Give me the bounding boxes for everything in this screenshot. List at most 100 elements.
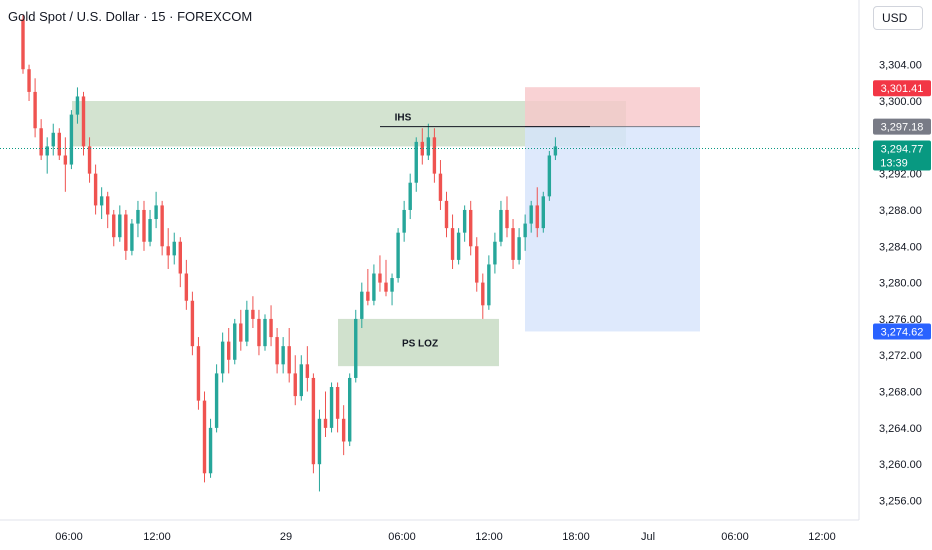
candle-body bbox=[469, 209, 473, 247]
candle-body bbox=[281, 346, 285, 365]
candle-body bbox=[541, 196, 545, 229]
candle-body bbox=[136, 209, 140, 224]
candle-body bbox=[305, 364, 310, 378]
candle-body bbox=[81, 96, 86, 147]
candle-body bbox=[227, 341, 231, 360]
candle-body bbox=[426, 137, 431, 156]
candle-body bbox=[75, 96, 80, 115]
candle-body bbox=[462, 209, 467, 233]
candle-body bbox=[87, 146, 92, 174]
candle-body bbox=[384, 282, 388, 292]
currency-button[interactable]: USD bbox=[873, 6, 923, 30]
candle-body bbox=[63, 155, 68, 165]
take-profit-badge: 3,274.62 bbox=[881, 326, 924, 338]
candle-body bbox=[499, 209, 503, 242]
x-tick-label: 18:00 bbox=[562, 531, 590, 543]
candle-body bbox=[372, 273, 376, 301]
candle-body bbox=[378, 273, 382, 283]
candle-body bbox=[172, 241, 176, 256]
x-tick-label: Jul bbox=[641, 531, 655, 543]
y-tick-label: 3,300.00 bbox=[879, 96, 922, 108]
candle-body bbox=[450, 228, 455, 260]
candle-body bbox=[196, 346, 201, 401]
y-tick-label: 3,304.00 bbox=[879, 60, 922, 72]
x-tick-label: 06:00 bbox=[388, 531, 416, 543]
candle-body bbox=[51, 132, 55, 147]
ps-loz-zone bbox=[338, 318, 499, 367]
candle-body bbox=[190, 300, 195, 347]
candle-body bbox=[505, 209, 509, 229]
candle-body bbox=[33, 91, 37, 129]
candle-body bbox=[263, 318, 267, 347]
candle-body bbox=[487, 264, 491, 306]
candle-body bbox=[348, 377, 352, 442]
stop-loss-badge: 3,301.41 bbox=[881, 83, 924, 95]
x-tick-label: 12:00 bbox=[143, 531, 171, 543]
candle-body bbox=[335, 387, 340, 419]
countdown-badge: 13:39 bbox=[880, 157, 908, 169]
candle-body bbox=[239, 323, 243, 342]
entry-badge: 3,297.18 bbox=[881, 122, 924, 134]
last-price-badge-bg bbox=[873, 140, 931, 171]
candle-body bbox=[106, 196, 110, 215]
y-tick-label: 3,264.00 bbox=[879, 423, 922, 435]
candle-body bbox=[39, 128, 43, 156]
candle-body bbox=[553, 146, 558, 156]
candle-body bbox=[27, 69, 31, 92]
candle-body bbox=[414, 141, 418, 183]
candle-body bbox=[354, 318, 358, 378]
candle-body bbox=[402, 209, 406, 233]
candle-body bbox=[456, 232, 461, 260]
candle-body bbox=[275, 337, 279, 365]
candle-body bbox=[69, 114, 74, 165]
y-tick-label: 3,284.00 bbox=[879, 241, 922, 253]
candle-body bbox=[481, 282, 485, 306]
candle-body bbox=[323, 418, 328, 428]
candle-body bbox=[341, 418, 346, 442]
x-axis-ticks: 06:00 12:00 29 06:00 12:00 18:00 Jul 06:00 12:00 bbox=[55, 531, 836, 543]
stop-loss-area bbox=[525, 87, 700, 127]
candle-body bbox=[154, 205, 158, 220]
candle-body bbox=[529, 205, 533, 224]
chart-title: Gold Spot / U.S. Dollar · 15 · FOREXCOM bbox=[8, 9, 253, 24]
candle-body bbox=[166, 246, 170, 256]
take-profit-area bbox=[525, 126, 700, 332]
y-tick-label: 3,260.00 bbox=[879, 459, 922, 471]
candle-body bbox=[547, 155, 552, 197]
x-tick-label: 29 bbox=[280, 531, 292, 543]
candle-body bbox=[444, 200, 449, 229]
candle-body bbox=[118, 214, 122, 238]
ihs-label: IHS bbox=[395, 113, 412, 124]
candle-body bbox=[124, 214, 128, 251]
candle-body bbox=[21, 19, 25, 70]
candle-body bbox=[523, 223, 527, 238]
candle-body bbox=[251, 309, 255, 319]
candle-body bbox=[220, 341, 225, 374]
candle-body bbox=[257, 318, 261, 347]
y-tick-label: 3,272.00 bbox=[879, 350, 922, 362]
candle-body bbox=[160, 205, 164, 247]
y-tick-label: 3,256.00 bbox=[879, 496, 922, 508]
candle-body bbox=[184, 273, 189, 301]
candle-body bbox=[142, 209, 146, 242]
y-tick-label: 3,268.00 bbox=[879, 387, 922, 399]
candle-body bbox=[112, 214, 116, 238]
stop-loss-badge-bg bbox=[873, 80, 931, 97]
candle-body bbox=[93, 173, 98, 206]
candle-body bbox=[311, 377, 316, 465]
candle-body bbox=[475, 246, 479, 283]
entry-badge-bg bbox=[873, 118, 931, 135]
candle-body bbox=[511, 228, 515, 260]
candle-body bbox=[130, 223, 134, 251]
candle-body bbox=[299, 364, 303, 397]
candles-group bbox=[21, 14, 558, 492]
candle-body bbox=[245, 309, 249, 342]
y-tick-label: 3,276.00 bbox=[879, 314, 922, 326]
y-tick-label: 3,280.00 bbox=[879, 278, 922, 290]
x-tick-label: 06:00 bbox=[55, 531, 83, 543]
candle-body bbox=[535, 205, 539, 229]
candle-body bbox=[202, 400, 207, 474]
candle-body bbox=[396, 232, 400, 279]
